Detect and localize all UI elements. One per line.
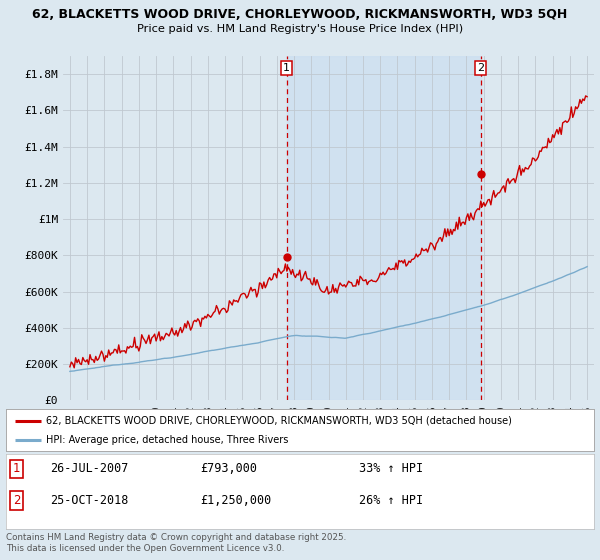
Text: £1,250,000: £1,250,000 xyxy=(200,494,271,507)
Text: 1: 1 xyxy=(13,462,20,475)
Bar xyxy=(287,56,481,400)
Text: 1: 1 xyxy=(283,63,290,73)
Text: 33% ↑ HPI: 33% ↑ HPI xyxy=(359,462,423,475)
Text: 2: 2 xyxy=(13,494,20,507)
Text: 26% ↑ HPI: 26% ↑ HPI xyxy=(359,494,423,507)
Text: HPI: Average price, detached house, Three Rivers: HPI: Average price, detached house, Thre… xyxy=(46,435,289,445)
Text: Contains HM Land Registry data © Crown copyright and database right 2025.
This d: Contains HM Land Registry data © Crown c… xyxy=(6,533,346,553)
Text: 62, BLACKETTS WOOD DRIVE, CHORLEYWOOD, RICKMANSWORTH, WD3 5QH (detached house): 62, BLACKETTS WOOD DRIVE, CHORLEYWOOD, R… xyxy=(46,416,512,426)
Text: 62, BLACKETTS WOOD DRIVE, CHORLEYWOOD, RICKMANSWORTH, WD3 5QH: 62, BLACKETTS WOOD DRIVE, CHORLEYWOOD, R… xyxy=(32,8,568,21)
Text: 26-JUL-2007: 26-JUL-2007 xyxy=(50,462,128,475)
Text: 25-OCT-2018: 25-OCT-2018 xyxy=(50,494,128,507)
Text: 2: 2 xyxy=(477,63,484,73)
Text: £793,000: £793,000 xyxy=(200,462,257,475)
Text: Price paid vs. HM Land Registry's House Price Index (HPI): Price paid vs. HM Land Registry's House … xyxy=(137,24,463,34)
